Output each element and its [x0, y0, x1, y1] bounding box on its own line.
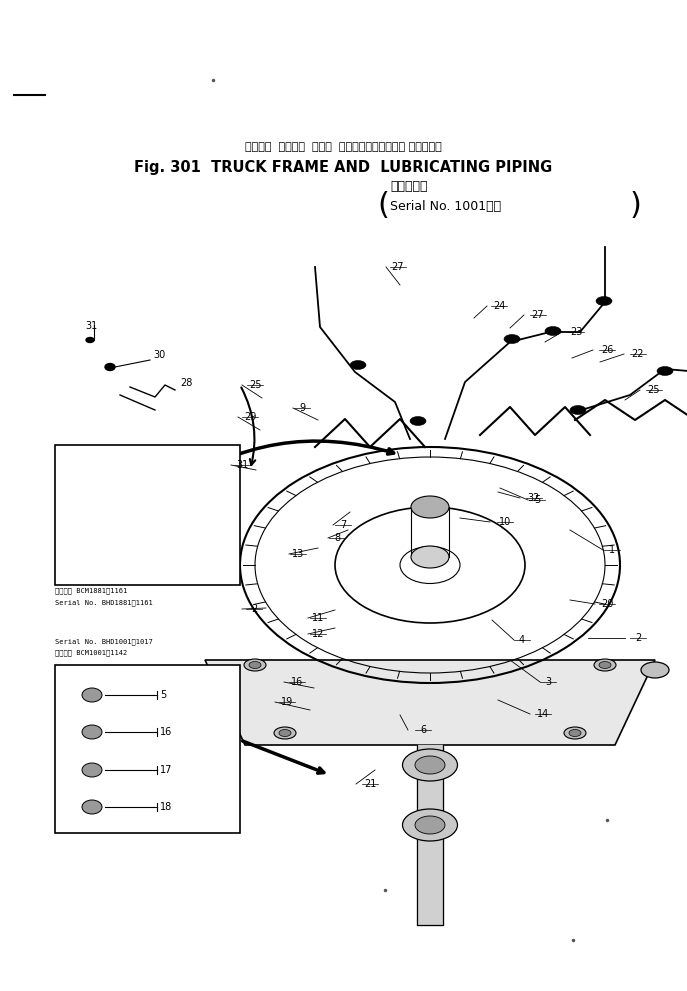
Text: 2: 2 [635, 633, 641, 643]
Ellipse shape [274, 727, 296, 739]
Text: 22: 22 [632, 349, 644, 359]
Text: 14: 14 [537, 709, 549, 719]
Text: 25: 25 [648, 385, 660, 395]
Ellipse shape [411, 546, 449, 568]
Text: 9: 9 [299, 403, 305, 413]
Text: 27: 27 [532, 310, 544, 320]
Text: 21: 21 [364, 779, 376, 789]
Ellipse shape [415, 816, 445, 834]
Ellipse shape [105, 364, 115, 371]
Text: 31: 31 [85, 321, 98, 331]
Text: 11: 11 [312, 613, 324, 623]
Text: Serial No. 1001～）: Serial No. 1001～） [390, 200, 501, 213]
Ellipse shape [410, 416, 426, 425]
Text: 31: 31 [236, 460, 248, 470]
Text: 適用号機 BCM1001～1142: 適用号機 BCM1001～1142 [55, 649, 127, 656]
Ellipse shape [569, 729, 581, 736]
Text: 26: 26 [601, 345, 613, 355]
Text: 25: 25 [249, 380, 261, 390]
Text: 5: 5 [534, 495, 540, 505]
Ellipse shape [570, 405, 586, 414]
Ellipse shape [403, 749, 458, 781]
Ellipse shape [403, 809, 458, 841]
Ellipse shape [350, 361, 366, 370]
Text: 16: 16 [160, 727, 172, 737]
Text: 16: 16 [291, 677, 303, 687]
Text: トラック  フレーム  および  ルーブリケーティング パイピング: トラック フレーム および ルーブリケーティング パイピング [245, 142, 441, 152]
Polygon shape [417, 745, 443, 925]
Text: 13: 13 [292, 549, 304, 559]
Text: Fig. 301  TRUCK FRAME AND  LUBRICATING PIPING: Fig. 301 TRUCK FRAME AND LUBRICATING PIP… [134, 160, 552, 175]
Text: （適用号機: （適用号機 [390, 180, 427, 193]
Text: 5: 5 [160, 690, 166, 700]
Ellipse shape [545, 326, 561, 336]
Text: 29: 29 [244, 412, 256, 422]
Ellipse shape [186, 692, 214, 708]
Text: 3: 3 [545, 677, 551, 687]
Text: 12: 12 [312, 629, 324, 639]
Text: 4: 4 [519, 635, 525, 645]
Ellipse shape [82, 763, 102, 777]
Text: 24: 24 [493, 301, 505, 311]
Ellipse shape [415, 756, 445, 774]
Ellipse shape [82, 688, 102, 702]
Ellipse shape [82, 800, 102, 814]
Text: 6: 6 [420, 725, 426, 735]
Text: ): ) [629, 190, 641, 219]
Ellipse shape [244, 659, 266, 671]
Ellipse shape [279, 729, 291, 736]
Ellipse shape [599, 662, 611, 669]
Text: (: ( [377, 190, 389, 219]
Text: 2: 2 [251, 604, 257, 614]
Text: 17: 17 [160, 765, 172, 775]
Ellipse shape [594, 659, 616, 671]
Ellipse shape [641, 662, 669, 678]
Text: 23: 23 [570, 327, 582, 337]
Text: 1: 1 [609, 545, 615, 555]
Text: Serial No. BHD1881～1161: Serial No. BHD1881～1161 [55, 599, 153, 606]
Text: 8: 8 [334, 533, 340, 543]
Ellipse shape [411, 496, 449, 518]
Ellipse shape [86, 338, 94, 343]
Text: 適用号機 BCM1881～1161: 適用号機 BCM1881～1161 [55, 587, 127, 594]
Text: 27: 27 [392, 262, 404, 272]
Text: 30: 30 [153, 350, 166, 360]
Text: 28: 28 [180, 378, 192, 388]
Bar [55, 665, 240, 833]
Text: 18: 18 [160, 802, 172, 812]
Ellipse shape [82, 725, 102, 739]
Ellipse shape [564, 727, 586, 739]
Text: 7: 7 [340, 520, 346, 530]
Polygon shape [205, 660, 655, 745]
Text: 20: 20 [601, 599, 613, 609]
Ellipse shape [657, 367, 673, 376]
Bar [55, 445, 240, 585]
Text: Serial No. BHD1001～1017: Serial No. BHD1001～1017 [55, 638, 153, 644]
Ellipse shape [596, 296, 612, 305]
Text: 32: 32 [528, 493, 540, 503]
Ellipse shape [504, 335, 520, 344]
Ellipse shape [249, 662, 261, 669]
Text: 10: 10 [499, 517, 511, 527]
Text: 19: 19 [281, 697, 293, 707]
